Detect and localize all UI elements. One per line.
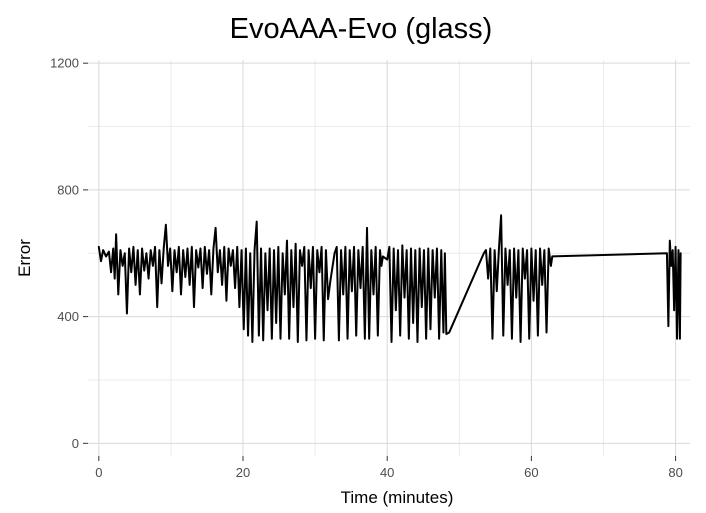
- y-axis-title: Error: [15, 239, 34, 277]
- x-tick-label: 0: [95, 465, 102, 480]
- x-tick-label: 20: [236, 465, 250, 480]
- x-tick-label: 40: [380, 465, 394, 480]
- y-tick-label: 800: [57, 182, 79, 197]
- y-tick-labels: 0 400 800 1200: [50, 56, 79, 451]
- x-axis-title: Time (minutes): [341, 488, 454, 507]
- axis-ticks: [83, 62, 677, 461]
- x-tick-labels: 0 20 40 60 80: [95, 465, 683, 480]
- y-tick-label: 0: [72, 436, 79, 451]
- error-series-line: [97, 214, 682, 343]
- chart-title: EvoAAA-Evo (glass): [230, 13, 493, 45]
- y-tick-label: 400: [57, 309, 79, 324]
- x-tick-label: 80: [668, 465, 682, 480]
- major-grid: [88, 60, 690, 456]
- x-tick-label: 60: [524, 465, 538, 480]
- y-tick-label: 1200: [50, 56, 79, 71]
